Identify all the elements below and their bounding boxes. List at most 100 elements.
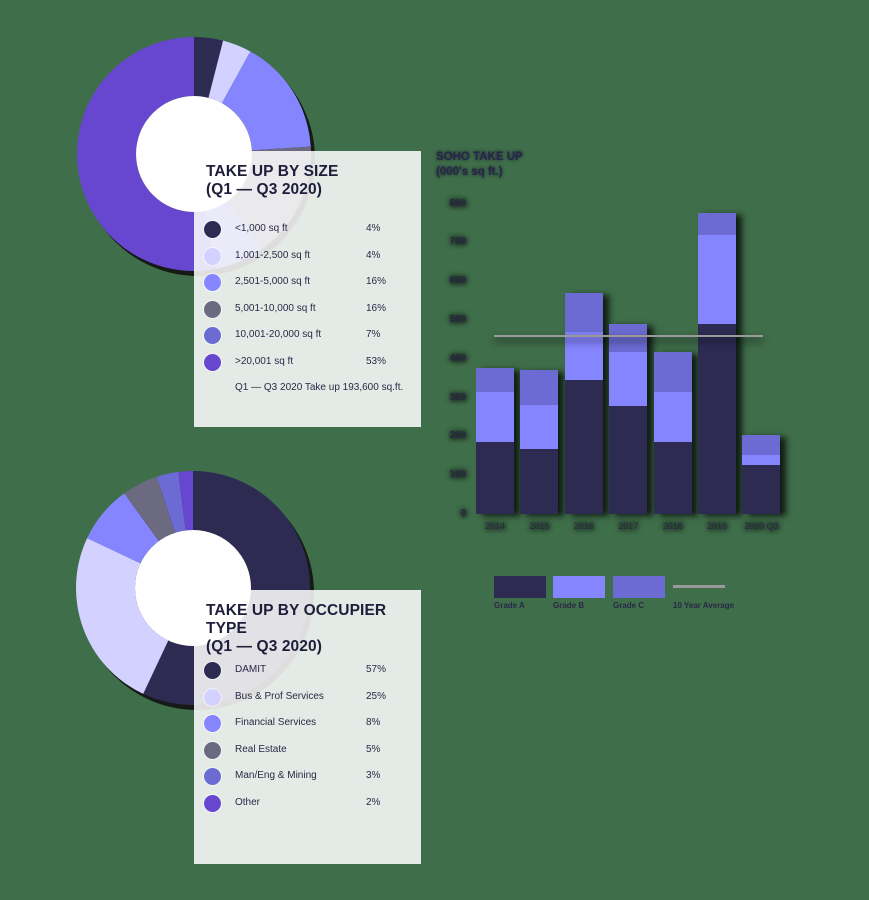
legend-dot-icon: [204, 768, 221, 785]
bar-segment-grade-b: [564, 332, 603, 381]
legend-item: Man/Eng & Mining 3%: [204, 767, 414, 787]
legend-label: Grade A: [494, 601, 525, 610]
donut-segment: [76, 538, 169, 694]
y-tick-label: 500: [449, 314, 466, 325]
y-tick-label: 400: [449, 352, 466, 364]
legend-dot-icon: [204, 741, 221, 759]
legend-label: Other: [235, 796, 261, 808]
x-tick-label: 2015: [529, 521, 550, 531]
legend-swatch: [613, 576, 665, 598]
legend-dot-icon: [204, 274, 221, 291]
legend-dot-icon: [204, 715, 221, 732]
legend-dot-icon: [204, 662, 221, 679]
legend-label: 10 Year Average: [673, 601, 735, 610]
y-tick-label: 0: [460, 508, 466, 519]
donut-segment: [178, 471, 193, 531]
legend-swatch: [494, 576, 546, 598]
stacked-bar: [698, 212, 736, 514]
bar-segment-grade-c: [609, 323, 648, 352]
legend-item: Real Estate 5%: [204, 741, 414, 761]
legend-item: Bus & Prof Services 25%: [204, 688, 414, 708]
stacked-bar: [476, 368, 514, 514]
bar-chart-title-line2: (000's sq ft.): [436, 166, 503, 178]
stacked-bar: [742, 434, 781, 514]
legend-item: DAMIT 57%: [204, 661, 414, 681]
stacked-bar: [653, 351, 692, 514]
bar-segment-grade-b: [698, 235, 736, 324]
legend-percentage: 5%: [366, 743, 381, 755]
legend-swatch: [553, 576, 605, 598]
bar-segment-grade-a: [476, 441, 514, 514]
bar-segment-grade-a: [564, 380, 603, 514]
size-legend-card: TAKE UP BY SIZE (Q1 — Q3 2020) <1,000 sq…: [194, 151, 421, 427]
legend-label: 5,001-10,000 sq ft: [235, 302, 316, 314]
stacked-bar: [564, 292, 603, 514]
bar-segment-grade-c: [742, 434, 781, 456]
size-card-title-line1: TAKE UP BY SIZE: [206, 163, 339, 180]
legend-percentage: 8%: [366, 717, 381, 728]
legend-percentage: 16%: [366, 302, 387, 314]
stacked-bar: [520, 370, 559, 514]
legend-label: Grade B: [553, 601, 585, 610]
legend-label: 2,501-5,000 sq ft: [235, 276, 311, 287]
bar-segment-grade-c: [520, 370, 559, 405]
bar-segment-grade-a: [742, 465, 781, 514]
legend-percentage: 3%: [366, 770, 381, 781]
legend-item: Financial Services 8%: [204, 714, 414, 734]
y-tick-label: 800: [449, 197, 466, 209]
size-card-title-line2: (Q1 — Q3 2020): [206, 181, 322, 198]
bar-segment-grade-b: [520, 404, 559, 449]
y-tick-label: 300: [449, 391, 466, 403]
bar-segment-grade-b: [742, 455, 781, 466]
legend-swatch: [673, 585, 725, 588]
legend-item: Other 2%: [204, 794, 414, 814]
bar-chart-title: SOHO TAKE UP (000's sq ft.): [436, 150, 523, 180]
legend-dot-icon: [204, 300, 221, 318]
x-tick-label: 2019: [706, 521, 728, 531]
size-card-title: TAKE UP BY SIZE (Q1 — Q3 2020): [206, 163, 338, 199]
legend-dot-icon: [204, 688, 221, 706]
bar-segment-grade-a: [609, 406, 648, 514]
donut-segment: [156, 471, 186, 533]
bar-segment-grade-b: [609, 351, 648, 407]
bar-segment-grade-c: [698, 212, 736, 236]
legend-percentage: 16%: [366, 276, 387, 287]
legend-label: Real Estate: [235, 743, 287, 755]
donut-segment: [221, 51, 311, 151]
x-tick-label: 2018: [662, 521, 683, 531]
legend-dot-icon: [204, 353, 221, 371]
legend-item: 10,001-20,000 sq ft 7%: [204, 326, 414, 346]
y-tick-label: 200: [449, 430, 466, 442]
x-tick-label: 2016: [573, 521, 594, 531]
bar-segment-grade-b: [476, 392, 514, 442]
legend-percentage: 4%: [366, 249, 381, 261]
occupier-card-title-line2: (Q1 — Q3 2020): [206, 638, 322, 655]
bar-chart-title-line1: SOHO TAKE UP: [436, 151, 523, 163]
size-total-note: Q1 — Q3 2020 Take up 193,600 sq.ft.: [235, 382, 404, 393]
x-tick-label: 2017: [618, 521, 639, 531]
legend-label: Grade C: [613, 601, 645, 610]
ten-year-average-line: [494, 335, 763, 338]
legend-item: 5,001-10,000 sq ft 16%: [204, 300, 414, 320]
occupier-card-title: TAKE UP BY OCCUPIER TYPE (Q1 — Q3 2020): [206, 602, 421, 656]
legend-label: Man/Eng & Mining: [235, 770, 317, 781]
bar-segment-grade-c: [476, 368, 514, 393]
bar-segment-grade-c: [653, 351, 692, 393]
bar-segment-grade-a: [653, 441, 692, 514]
x-tick-label: 2014: [484, 521, 506, 531]
donut-segment: [77, 37, 216, 271]
bar-segment-grade-a: [520, 448, 559, 514]
y-tick-label: 100: [449, 469, 466, 481]
y-tick-label: 600: [449, 275, 466, 287]
legend-label: Bus & Prof Services: [235, 690, 324, 702]
x-tick-label: 2020 Q3: [744, 521, 779, 531]
legend-dot-icon: [204, 327, 221, 344]
donut-segment: [87, 493, 159, 564]
legend-percentage: 53%: [366, 355, 387, 367]
bar-segment-grade-b: [653, 392, 692, 442]
legend-percentage: 25%: [366, 690, 387, 702]
legend-label: >20,001 sq ft: [235, 355, 294, 367]
legend-dot-icon: [204, 247, 221, 265]
legend-percentage: 4%: [366, 223, 381, 234]
legend-item: >20,001 sq ft 53%: [204, 353, 414, 373]
